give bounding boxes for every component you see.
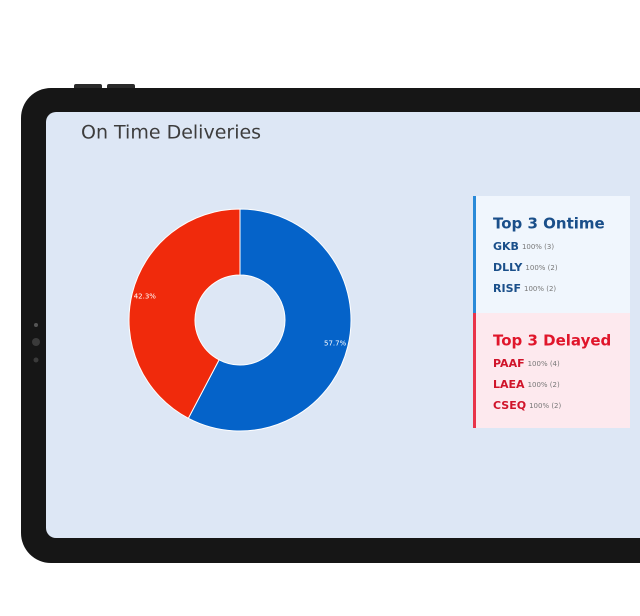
panel-accent [473, 196, 476, 313]
item-detail: 100% (2) [528, 381, 560, 389]
panel-title: Top 3 Delayed [493, 332, 611, 350]
camera-dot [34, 323, 38, 327]
panel-accent [473, 313, 476, 428]
panel-row: CSEQ 100% (2) [493, 399, 562, 412]
panel-row: LAEA 100% (2) [493, 378, 560, 391]
panel [474, 313, 630, 428]
item-code: RISF [493, 282, 521, 295]
item-code: LAEA [493, 378, 525, 391]
camera [32, 338, 40, 346]
panel-row: PAAF 100% (4) [493, 357, 560, 370]
item-code: GKB [493, 240, 519, 253]
donut-slice [128, 208, 241, 419]
panel-row: RISF 100% (2) [493, 282, 556, 295]
item-detail: 100% (2) [525, 264, 557, 272]
slice-label: 57.7% [324, 339, 347, 347]
chart-title: On Time Deliveries [81, 122, 261, 144]
item-detail: 100% (4) [528, 360, 560, 368]
item-detail: 100% (2) [524, 285, 556, 293]
item-code: CSEQ [493, 399, 526, 412]
item-detail: 100% (2) [529, 402, 561, 410]
item-code: DLLY [493, 261, 523, 274]
panel-row: DLLY 100% (2) [493, 261, 558, 274]
donut-slice [187, 208, 352, 432]
slice-label: 42.3% [134, 293, 157, 301]
panel-row: GKB 100% (3) [493, 240, 554, 253]
donut-chart: 57.7% 42.3% [128, 208, 352, 432]
item-detail: 100% (3) [522, 243, 554, 251]
camera-dot [33, 357, 39, 363]
item-code: PAAF [493, 357, 525, 370]
panel [474, 196, 630, 313]
panel-title: Top 3 Ontime [493, 215, 605, 233]
